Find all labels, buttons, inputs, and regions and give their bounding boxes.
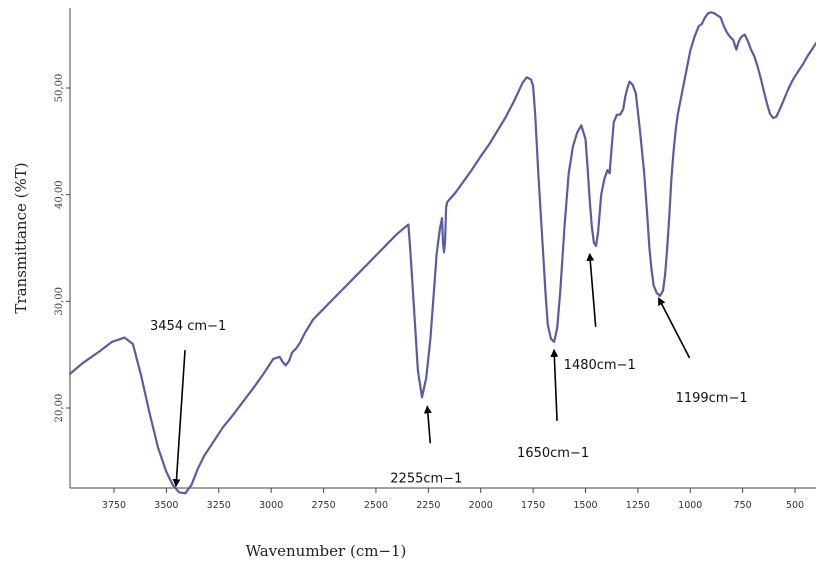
x-tick-label: 2750 xyxy=(311,500,335,511)
annotation-label: 2255cm−1 xyxy=(390,471,462,486)
x-tick-label: 500 xyxy=(786,500,804,511)
y-tick-label: 40,00 xyxy=(54,180,65,209)
x-tick-label: 1250 xyxy=(626,500,650,511)
x-tick-label: 3250 xyxy=(207,500,231,511)
x-axis-title: Wavenumber (cm−1) xyxy=(246,542,407,560)
y-tick-label: 50,00 xyxy=(54,74,65,103)
x-tick-label: 1500 xyxy=(573,500,597,511)
y-ticks: 20,00 30,00 40,00 50,00 xyxy=(54,74,70,423)
x-tick-label: 2500 xyxy=(364,500,388,511)
annotation-arrow xyxy=(586,252,597,327)
annotation-label: 1650cm−1 xyxy=(517,446,589,461)
spectrum-line xyxy=(68,11,816,495)
annotation-label: 1480cm−1 xyxy=(564,358,636,373)
x-tick-label: 2250 xyxy=(416,500,440,511)
y-tick-label: 20,00 xyxy=(54,394,65,423)
annotation-arrow xyxy=(172,350,186,488)
annotation-arrow xyxy=(550,348,559,421)
x-tick-label: 750 xyxy=(734,500,752,511)
x-tick-label: 3500 xyxy=(154,500,178,511)
annotation-arrow xyxy=(657,297,691,359)
x-tick-label: 1750 xyxy=(521,500,545,511)
annotations: 3454 cm−1 2255cm−1 1650cm−1 1480cm−1 1199cm−… xyxy=(150,252,748,488)
x-tick-label: 1000 xyxy=(678,500,702,511)
annotation-label: 3454 cm−1 xyxy=(150,319,226,334)
y-axis-title: Transmittance (%T) xyxy=(12,162,30,313)
y-tick-label: 30,00 xyxy=(54,287,65,316)
annotation-label: 1199cm−1 xyxy=(676,391,748,406)
x-ticks: 3750 3500 3250 3000 2750 2500 2250 2000 1750 1500… xyxy=(102,488,804,511)
x-tick-label: 2000 xyxy=(469,500,493,511)
x-tick-label: 3000 xyxy=(259,500,283,511)
x-tick-label: 3750 xyxy=(102,500,126,511)
annotation-arrow xyxy=(423,405,432,444)
